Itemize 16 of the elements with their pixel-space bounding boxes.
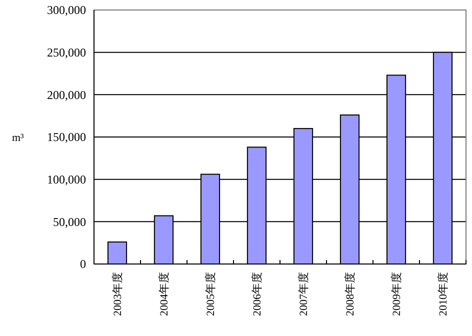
y-axis-title: m³ (12, 132, 25, 144)
y-tick-label: 50,000 (53, 214, 86, 229)
x-tick-label: 2007年度 (297, 272, 310, 316)
y-tick-label: 150,000 (47, 130, 86, 144)
y-tick-label: 250,000 (47, 46, 86, 60)
x-tick-label: 2006年度 (250, 272, 264, 316)
x-tick-label: 2009年度 (390, 272, 404, 316)
y-tick-label: 0 (80, 257, 86, 272)
y-tick-label: 300,000 (47, 3, 86, 18)
x-tick-label: 2005年度 (204, 272, 218, 316)
x-tick-label: 2008年度 (344, 272, 357, 316)
y-tick-label: 100,000 (47, 172, 86, 187)
y-tick-label: 200,000 (47, 88, 86, 102)
x-tick-label: 2004年度 (158, 272, 171, 316)
x-tick-label: 2003年度 (111, 272, 124, 316)
x-tick-label: 2010年度 (436, 272, 450, 316)
